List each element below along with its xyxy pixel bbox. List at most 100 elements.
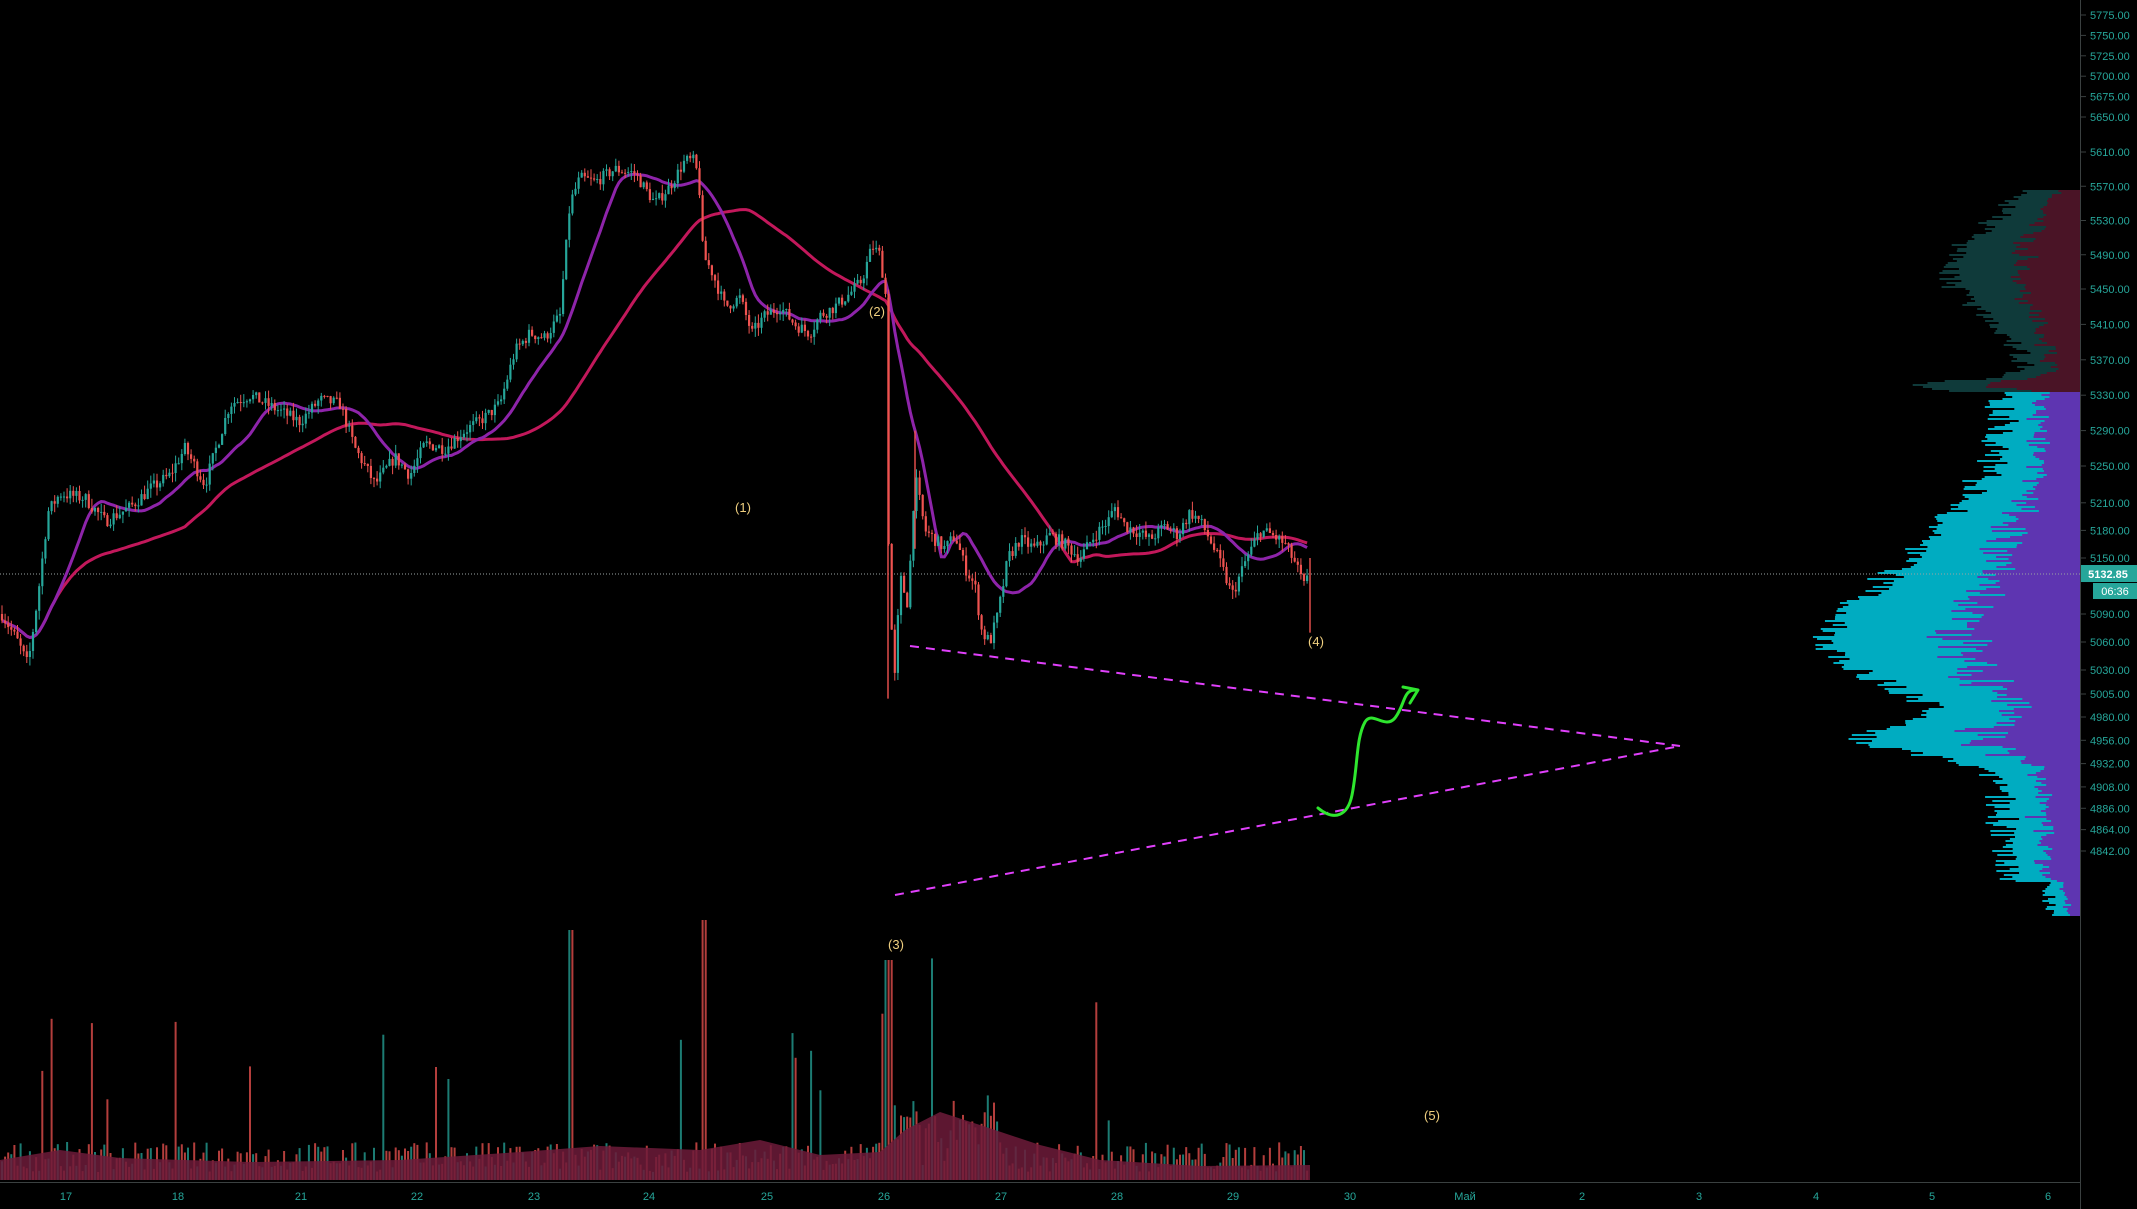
profile-row xyxy=(2038,424,2080,426)
profile-row xyxy=(2025,284,2080,286)
time-tick-label: 21 xyxy=(295,1191,307,1203)
candle-body xyxy=(1030,543,1033,547)
profile-row xyxy=(2026,496,2080,498)
candle-body xyxy=(825,315,828,318)
profile-row xyxy=(2047,200,2080,202)
candle-body xyxy=(450,446,453,449)
profile-row xyxy=(2044,892,2080,894)
candle-body xyxy=(447,446,450,454)
profile-row xyxy=(1951,610,2080,612)
profile-row xyxy=(2032,414,2080,416)
profile-row xyxy=(2044,354,2080,356)
profile-row xyxy=(1846,612,2080,614)
profile-row xyxy=(2042,824,2080,826)
profile-row xyxy=(2041,394,2080,396)
profile-row xyxy=(2026,466,2080,468)
profile-row xyxy=(2039,840,2080,842)
profile-row xyxy=(2012,430,2080,432)
profile-row xyxy=(1993,606,2080,608)
profile-row xyxy=(1923,542,2080,544)
profile-row xyxy=(2053,826,2080,828)
profile-row xyxy=(1985,822,2080,824)
profile-row xyxy=(2038,498,2080,500)
candle-body xyxy=(422,443,425,448)
candle-body xyxy=(859,279,862,284)
candle-body xyxy=(670,185,673,189)
candle-body xyxy=(317,400,320,406)
time-axis[interactable]: 17 18 21 22 23 24 25 26 27 28 29 30 Май 2 3 4 5 6 xyxy=(0,1182,2080,1204)
candle-body xyxy=(487,410,490,413)
profile-row xyxy=(1951,618,2080,620)
profile-row xyxy=(1927,546,2080,548)
profile-row xyxy=(2039,360,2080,362)
profile-row xyxy=(2033,830,2080,832)
volume-bar xyxy=(1095,1002,1098,1180)
profile-row xyxy=(2005,736,2080,738)
profile-row xyxy=(1936,518,2080,520)
candle-body xyxy=(180,454,183,464)
profile-row xyxy=(2029,308,2080,310)
candle-body xyxy=(149,483,152,489)
profile-row xyxy=(2047,854,2080,856)
profile-row xyxy=(2027,300,2080,302)
candle-body xyxy=(788,309,791,320)
candle-body xyxy=(335,397,338,399)
candle-body xyxy=(465,432,469,434)
volume-bar xyxy=(1293,1150,1296,1180)
profile-row xyxy=(2049,392,2080,394)
profile-row xyxy=(2046,784,2080,786)
candle-body xyxy=(1020,535,1023,547)
candle-body xyxy=(1014,543,1017,556)
profile-row xyxy=(1942,756,2080,758)
profile-row xyxy=(2035,488,2080,490)
candle-body xyxy=(828,307,831,318)
profile-row xyxy=(2016,348,2080,350)
profile-row xyxy=(1994,806,2080,808)
profile-row xyxy=(2047,322,2080,324)
profile-row xyxy=(2041,782,2080,784)
profile-row xyxy=(2009,514,2080,516)
candle-body xyxy=(611,171,614,177)
profile-row xyxy=(2063,882,2080,884)
profile-row xyxy=(2019,274,2080,276)
candle-body xyxy=(155,480,159,488)
volume-bar xyxy=(1303,1150,1305,1180)
candle-body xyxy=(534,335,537,340)
profile-row xyxy=(2035,238,2080,240)
candle-body xyxy=(655,198,658,200)
profile-row xyxy=(2012,848,2080,850)
profile-row xyxy=(1906,686,2080,688)
profile-row xyxy=(2042,890,2080,892)
profile-row xyxy=(1987,428,2080,430)
profile-row xyxy=(1977,734,2080,736)
candle-body xyxy=(593,178,596,180)
profile-row xyxy=(2049,396,2080,398)
candle-body xyxy=(679,169,682,172)
profile-row xyxy=(1947,760,2080,762)
candle-body xyxy=(540,337,543,339)
candle-body xyxy=(791,319,794,323)
candle-body xyxy=(571,194,574,214)
candle-body xyxy=(1095,539,1098,541)
profile-row xyxy=(2038,256,2080,258)
candle-body xyxy=(261,402,264,404)
candle-body xyxy=(562,279,565,314)
profile-row xyxy=(2039,802,2080,804)
candle-body xyxy=(134,504,137,507)
candle-body xyxy=(602,170,605,185)
candle-body xyxy=(965,555,968,576)
profile-row xyxy=(1994,468,2080,470)
candle-body xyxy=(1154,538,1157,540)
profile-row xyxy=(1824,620,2080,622)
profile-row xyxy=(1934,516,2080,518)
candle-body xyxy=(958,543,961,550)
candle-body xyxy=(279,409,283,411)
candle-body xyxy=(1045,535,1048,545)
profile-row xyxy=(1945,264,2080,266)
profile-row xyxy=(1941,286,2080,288)
candle-body xyxy=(1160,525,1163,528)
profile-row xyxy=(2037,776,2080,778)
price-axis[interactable]: 5775.00 5750.00 5725.00 5700.00 5675.00 5650.… xyxy=(2080,0,2137,1209)
forecast-path xyxy=(1316,688,1417,817)
